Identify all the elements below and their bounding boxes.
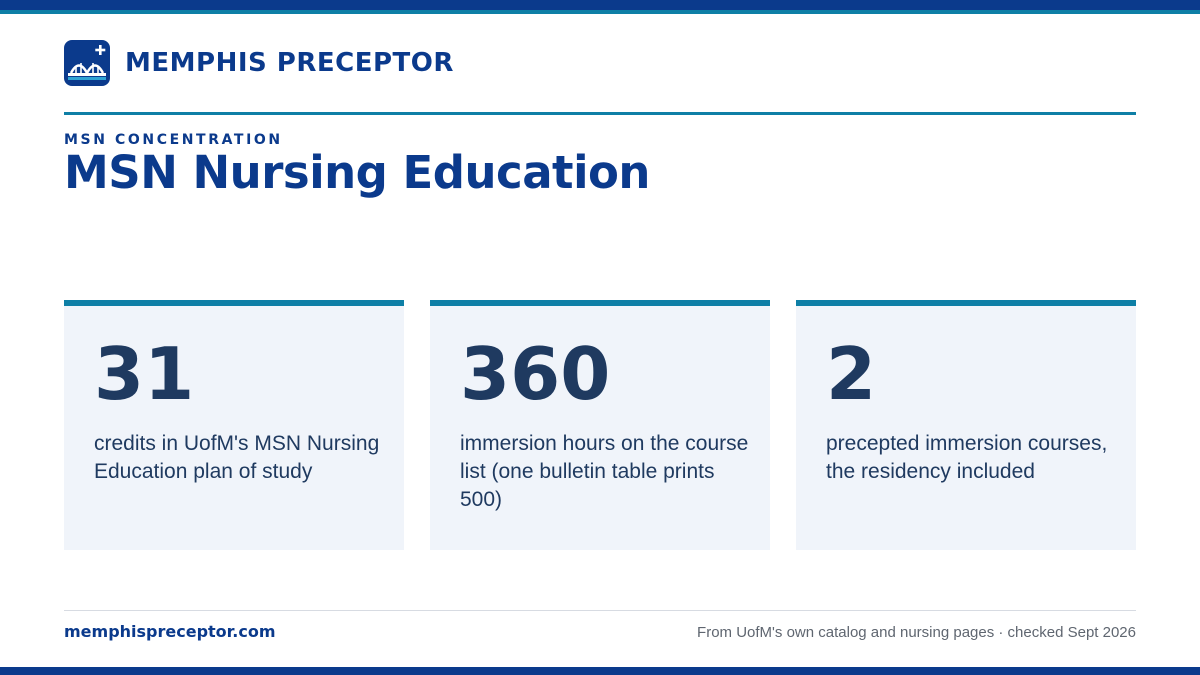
stat-description: credits in UofM's MSN Nursing Education … — [94, 432, 380, 483]
top-band-accent — [0, 10, 1200, 14]
top-band — [0, 0, 1200, 10]
footer-source-note: From UofM's own catalog and nursing page… — [697, 624, 1136, 641]
concentration-eyebrow: MSN CONCENTRATION — [64, 132, 283, 148]
stat-value: 2 — [826, 332, 877, 416]
page-title: MSN Nursing Education — [64, 146, 650, 199]
bottom-band — [0, 667, 1200, 675]
footer-site-link[interactable]: memphispreceptor.com — [64, 622, 276, 641]
stat-value: 360 — [460, 332, 611, 416]
stat-description: precepted immersion courses, the residen… — [826, 432, 1108, 483]
stat-card-immersion-courses: 2 precepted immersion courses, the resid… — [796, 300, 1136, 550]
brand-name: MEMPHIS PRECEPTOR — [125, 48, 454, 78]
stat-value: 31 — [94, 332, 195, 416]
stat-card-credits: 31 credits in UofM's MSN Nursing Educati… — [64, 300, 404, 550]
bridge-plus-icon — [64, 40, 110, 86]
brand-header: MEMPHIS PRECEPTOR — [64, 40, 454, 86]
header-divider — [64, 112, 1136, 115]
footer-divider — [64, 610, 1136, 611]
stat-description: immersion hours on the course list (one … — [460, 432, 749, 511]
stat-card-immersion-hours: 360 immersion hours on the course list (… — [430, 300, 770, 550]
